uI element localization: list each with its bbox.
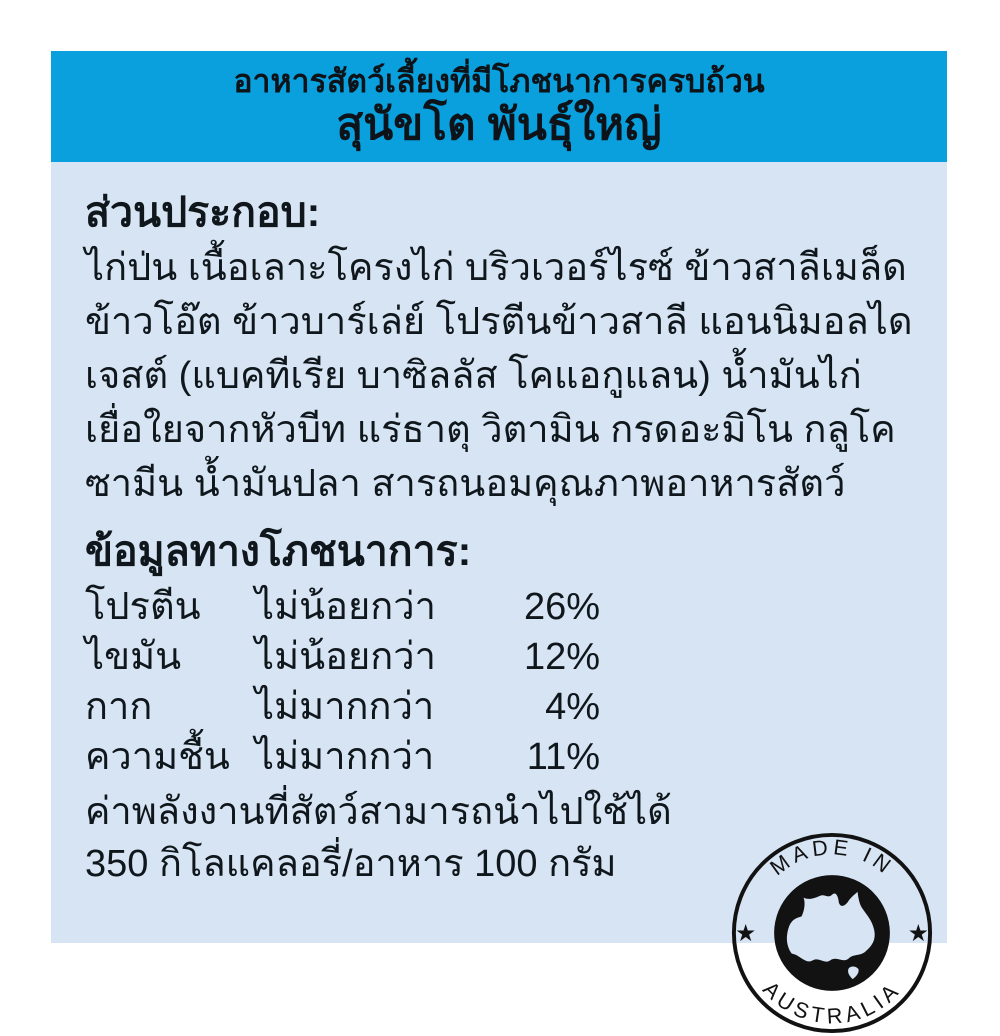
nutrient-value: 4% [545,686,600,729]
svg-text:MADE IN: MADE IN [765,834,899,880]
label-body: ส่วนประกอบ: ไก่ป่น เนื้อเลาะโครงไก่ บริว… [51,162,947,1034]
ingredients-text: ไก่ป่น เนื้อเลาะโครงไก่ บริวเวอร์ไรซ์ ข้… [85,247,913,506]
australia-map-icon [786,891,875,962]
pet-food-label-card: อาหารสัตว์เลี้ยงที่มีโภชนาการครบถ้วน สุน… [51,51,947,1034]
nutrient-value: 11% [526,736,600,779]
star-icon: ★ [735,920,756,946]
nutrition-heading: ข้อมูลทางโภชนาการ: [85,528,472,575]
nutrient-name: กาก [85,686,153,729]
nutrient-value: 26% [523,586,600,629]
nutrient-value: 12% [523,636,600,679]
table-row: ความชื้น ไม่มากกว่า 11% [85,732,913,782]
nutrient-condition: ไม่น้อยกว่า [255,636,436,679]
energy-statement: ค่าพลังงานที่สัตว์สามารถนำไปใช้ได้ 350 ก… [85,786,745,890]
nutrition-table: โปรตีน ไม่น้อยกว่า 26% ไขมัน ไม่น้อยกว่า… [85,582,913,782]
label-header-band: อาหารสัตว์เลี้ยงที่มีโภชนาการครบถ้วน สุน… [51,51,947,162]
ingredients-heading: ส่วนประกอบ: [85,189,321,235]
nutrient-condition: ไม่มากกว่า [255,686,435,729]
nutrient-name: ความชื้น [85,736,230,779]
table-row: กาก ไม่มากกว่า 4% [85,682,913,732]
table-row: ไขมัน ไม่น้อยกว่า 12% [85,632,913,682]
made-in-australia-badge: MADE IN AUSTRALIA ★ ★ [729,830,935,1036]
energy-line-2: 350 กิโลแคลอรี่/อาหาร 100 กรัม [85,843,617,886]
nutrient-name: ไขมัน [85,636,182,679]
nutrient-name: โปรตีน [85,586,201,629]
nutrient-condition: ไม่มากกว่า [255,736,435,779]
tasmania-icon [848,966,859,980]
badge-top-text: MADE IN [765,834,895,880]
nutrient-condition: ไม่น้อยกว่า [255,586,436,629]
energy-line-1: ค่าพลังงานที่สัตว์สามารถนำไปใช้ได้ [85,791,672,834]
header-title: สุนัขโต พันธุ์ใหญ่ [336,100,662,150]
table-row: โปรตีน ไม่น้อยกว่า 26% [85,582,913,632]
star-icon: ★ [908,920,929,946]
header-subtitle: อาหารสัตว์เลี้ยงที่มีโภชนาการครบถ้วน [233,63,765,100]
